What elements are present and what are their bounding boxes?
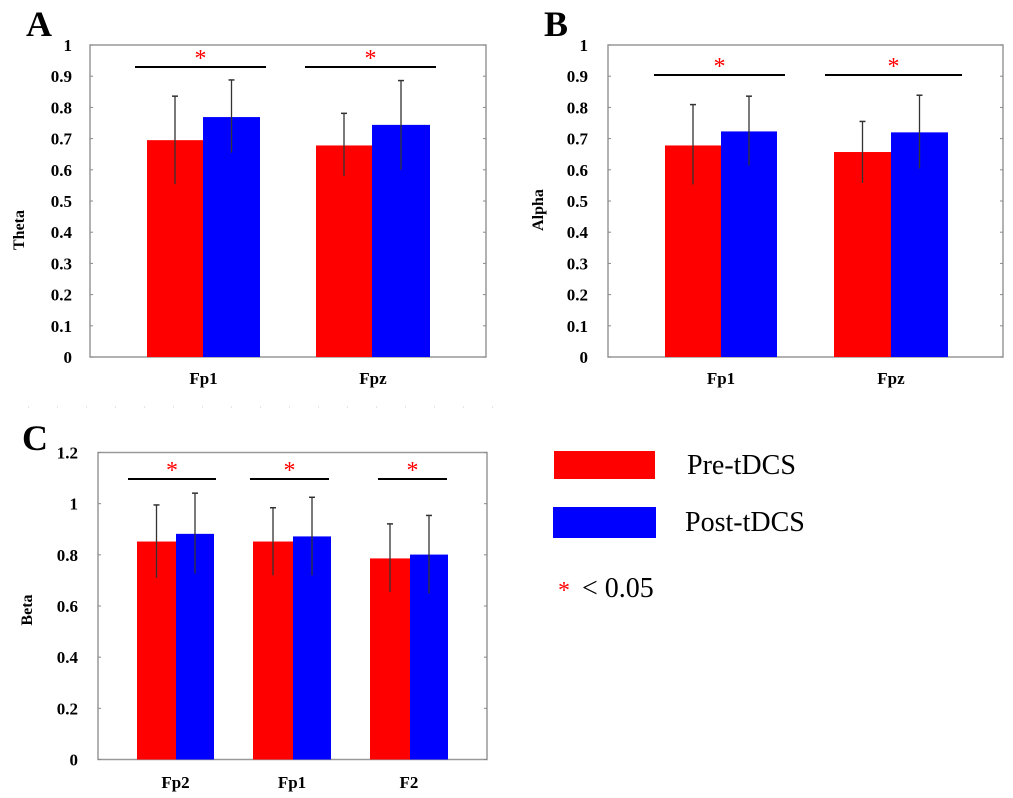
significance-star: * [714, 54, 726, 80]
y-tick-label: 0.5 [567, 192, 588, 211]
category-label: Fpz [877, 369, 905, 388]
y-tick-label: 0.4 [57, 648, 79, 667]
category-label: Fp1 [278, 773, 306, 792]
y-tick-label: 0.9 [51, 67, 72, 86]
y-tick-label: 0.8 [51, 98, 72, 117]
y-tick-label: 1 [70, 495, 79, 514]
y-tick-label: 1 [64, 36, 73, 55]
y-tick-label: 0.3 [51, 254, 72, 273]
y-tick-label: 0.9 [567, 67, 588, 86]
category-label: Fp1 [707, 369, 735, 388]
y-tick-label: 0.6 [567, 161, 588, 180]
y-tick-label: 0 [580, 348, 589, 367]
significance-star: * [888, 54, 900, 80]
y-tick-label: 0.8 [57, 546, 78, 565]
bar-pre [253, 541, 293, 760]
significance-star: * [407, 458, 419, 484]
legend-label-post: Post-tDCS [685, 507, 805, 538]
y-tick-label: 0.6 [57, 597, 78, 616]
significance-star: * [365, 46, 377, 72]
y-tick-label: 0.3 [567, 254, 588, 273]
panel-a: A 0 0.1 0.2 0.3 0.4 0.5 0.6 0.7 0.8 0.9 1 Theta Fp1 * F… [11, 4, 487, 388]
panel-b-letter: B [544, 4, 568, 44]
category-label: F2 [400, 773, 419, 792]
bar-pre [834, 152, 891, 357]
legend: Pre-tDCS Post-tDCS * < 0.05 [553, 450, 805, 604]
y-tick-label: 0.5 [51, 192, 72, 211]
legend-swatch-post [553, 507, 656, 538]
bar-post [721, 131, 777, 357]
y-tick-label: 0.1 [567, 317, 588, 336]
y-tick-label: 0.7 [567, 130, 589, 149]
y-tick-label: 1.2 [57, 444, 78, 463]
panel-c: C 0 0.2 0.4 0.6 0.8 1 1.2 Beta Fp2 * Fp1 * F2 * [19, 418, 488, 792]
legend-swatch-pre [554, 451, 655, 479]
bar-post [891, 132, 948, 357]
panel-c-letter: C [22, 418, 48, 458]
category-label: Fp2 [161, 773, 189, 792]
bar-post [203, 117, 260, 358]
bar-pre [316, 145, 372, 357]
y-axis-title: Theta [11, 210, 28, 250]
legend-significance-text: < 0.05 [582, 573, 654, 604]
significance-star: * [195, 46, 207, 72]
category-label: Fpz [359, 369, 387, 388]
legend-label-pre: Pre-tDCS [687, 450, 796, 481]
y-tick-label: 0.4 [51, 223, 73, 242]
y-tick-label: 0.2 [57, 699, 78, 718]
y-tick-label: 0.2 [567, 286, 588, 305]
y-tick-label: 0.7 [51, 130, 73, 149]
category-label: Fp1 [189, 369, 217, 388]
legend-significance-star: * [558, 578, 570, 604]
y-tick-label: 1 [580, 36, 589, 55]
panel-b: B 0 0.1 0.2 0.3 0.4 0.5 0.6 0.7 0.8 0.9 1 Alpha Fp1 * F… [530, 4, 1004, 388]
y-axis-title: Alpha [530, 189, 547, 231]
panel-a-letter: A [26, 4, 52, 44]
y-tick-label: 0.8 [567, 98, 588, 117]
y-tick-label: 0.4 [567, 223, 589, 242]
y-tick-label: 0.6 [51, 161, 72, 180]
y-tick-label: 0.1 [51, 317, 72, 336]
y-axis-title: Beta [19, 594, 36, 625]
significance-star: * [284, 458, 296, 484]
significance-star: * [166, 458, 178, 484]
y-tick-label: 0 [64, 348, 73, 367]
y-tick-label: 0 [70, 751, 79, 770]
y-tick-label: 0.2 [51, 286, 72, 305]
